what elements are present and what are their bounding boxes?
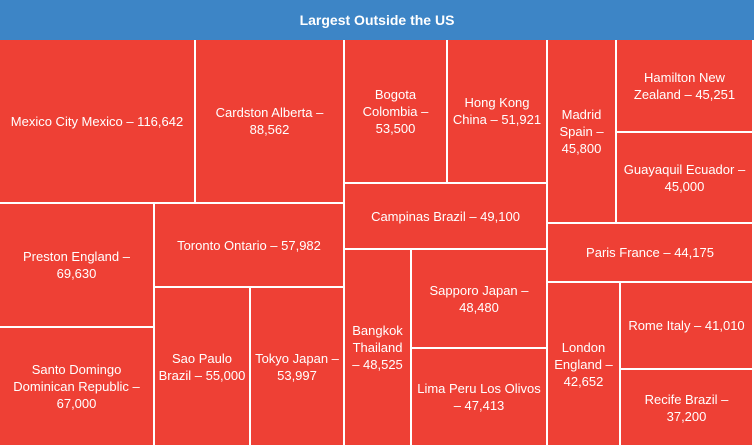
treemap-tile: Recife Brazil – 37,200: [621, 370, 754, 447]
tile-label: Bogota Colombia – 53,500: [362, 86, 429, 136]
tile-label: Preston England – 69,630: [23, 249, 130, 281]
treemap-tile: Bangkok Thailand – 48,525: [345, 250, 412, 447]
tile-label: London England – 42,652: [554, 339, 613, 389]
treemap-tile: Rome Italy – 41,010: [621, 283, 754, 370]
tile-label: Tokyo Japan – 53,997: [255, 350, 339, 383]
treemap-tile: Campinas Brazil – 49,100: [345, 184, 548, 250]
tile-label: Guayaquil Ecuador – 45,000: [623, 161, 746, 194]
tile-label: Toronto Ontario – 57,982: [177, 237, 321, 253]
treemap-tile: Lima Peru Los Olivos – 47,413: [412, 349, 548, 447]
treemap-tile: London England – 42,652: [548, 283, 621, 447]
treemap-tile: Santo Domingo Dominican Republic – 67,00…: [0, 328, 155, 447]
tile-label: Cardston Alberta – 88,562: [215, 105, 324, 137]
treemap-tile: Sao Paulo Brazil – 55,000: [155, 288, 251, 447]
treemap-tile: Toronto Ontario – 57,982: [155, 204, 345, 288]
treemap-tile: Mexico City Mexico – 116,642: [0, 40, 196, 204]
treemap-tile: Hong Kong China – 51,921: [448, 40, 548, 184]
tile-label: Hamilton New Zealand – 45,251: [633, 69, 736, 102]
tile-label: Madrid Spain – 45,800: [559, 106, 604, 156]
treemap-tile: Hamilton New Zealand – 45,251: [617, 40, 754, 133]
treemap-tile: Tokyo Japan – 53,997: [251, 288, 345, 447]
tile-label: Mexico City Mexico – 116,642: [10, 113, 184, 129]
treemap-tile: Cardston Alberta – 88,562: [196, 40, 345, 204]
tile-label: Paris France – 44,175: [586, 245, 714, 260]
tile-label: Sao Paulo Brazil – 55,000: [158, 350, 246, 383]
treemap-tile: Bogota Colombia – 53,500: [345, 40, 448, 184]
chart-title: Largest Outside the US: [0, 0, 754, 40]
treemap-tile: Guayaquil Ecuador – 45,000: [617, 133, 754, 224]
tile-label: Santo Domingo Dominican Republic – 67,00…: [13, 362, 140, 411]
treemap-tile: Sapporo Japan – 48,480: [412, 250, 548, 349]
tile-label: Sapporo Japan – 48,480: [429, 282, 529, 315]
tile-label: Lima Peru Los Olivos – 47,413: [417, 381, 541, 413]
tile-label: Rome Italy – 41,010: [628, 318, 745, 333]
tile-label: Recife Brazil – 37,200: [644, 391, 729, 424]
tile-label: Bangkok Thailand – 48,525: [352, 323, 403, 372]
tile-label: Hong Kong China – 51,921: [452, 95, 542, 127]
tile-label: Campinas Brazil – 49,100: [371, 208, 520, 224]
treemap-tile: Paris France – 44,175: [548, 224, 754, 283]
treemap-tile: Preston England – 69,630: [0, 204, 155, 328]
treemap-tile: Madrid Spain – 45,800: [548, 40, 617, 224]
